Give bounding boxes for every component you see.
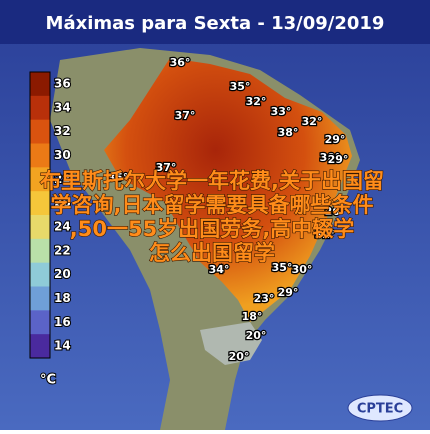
temperature-label: 35° [230,80,251,93]
overlay-text: 布里斯托尔大学一年花费,关于出国留 [40,169,384,193]
colorbar-frame [29,71,51,359]
temperature-label: 36° [170,56,191,69]
colorbar-tick: 18 [54,291,71,305]
colorbar-band [30,215,50,240]
colorbar-tick: 26 [54,196,71,210]
colorbar-band [30,72,50,97]
colorbar-band [30,191,50,216]
colorbar-tick: 34 [54,100,71,114]
brazil [104,58,352,322]
colorbar-band [30,334,50,359]
colorbar-tick: 32 [54,124,71,138]
colorbar-band [30,238,50,264]
unit-label: °C [40,373,56,388]
overlay-text: ,50一55岁出国劳务,高中辍学 [70,217,354,241]
temperature-label: 38° [278,126,299,139]
temperature-label: 29° [325,133,346,146]
title: Máximas para Sexta - 13/09/2019 [46,13,385,34]
temperature-label: 34° [209,263,230,276]
temperature-label: 37° [175,109,196,122]
logo-badge [347,394,413,422]
temperature-label: 32° [246,95,267,108]
colorbar-band [30,143,50,168]
colorbar-band [30,310,50,335]
colorbar-tick: 36 [54,76,71,90]
temperature-label: 18° [242,310,263,323]
colorbar-band [30,286,50,311]
colorbar-band [30,95,50,121]
temperature-label: 29° [278,286,299,299]
temperature-label: 26° [325,205,346,218]
colorbar-tick: 30 [54,148,71,162]
temperature-label: 30° [320,151,341,164]
colorbar-tick: 22 [54,243,71,257]
title-bar [0,0,430,44]
temperature-label: 20° [246,329,267,342]
uruguay [200,322,262,365]
temperature-label: 35° [108,171,129,184]
colorbar-band [30,167,50,192]
temperature-label: 32° [315,228,336,241]
temperature-label: 30° [292,263,313,276]
colorbar-tick: 28 [54,172,71,186]
colorbar-tick: 16 [54,315,71,329]
overlay-text: 怎么出国留学 [149,241,275,265]
colorbar-band [30,119,50,144]
temperature-label: 33° [271,105,292,118]
logo: CPTEC [357,402,403,417]
temperature-label: 32° [302,115,323,128]
temperature-label: 29° [328,153,349,166]
colorbar-tick: 24 [54,219,71,233]
colorbar-tick: 14 [54,339,71,353]
colorbar-tick: 20 [54,267,71,281]
colorbar-band [30,262,50,287]
overlay-text: 学咨询,日本留学需要具备哪些条件 [51,193,374,217]
temperature-label: 23° [254,292,275,305]
temperature-label: 20° [229,350,250,363]
temperature-label: 37° [156,161,177,174]
temperature-label: 35° [272,261,293,274]
